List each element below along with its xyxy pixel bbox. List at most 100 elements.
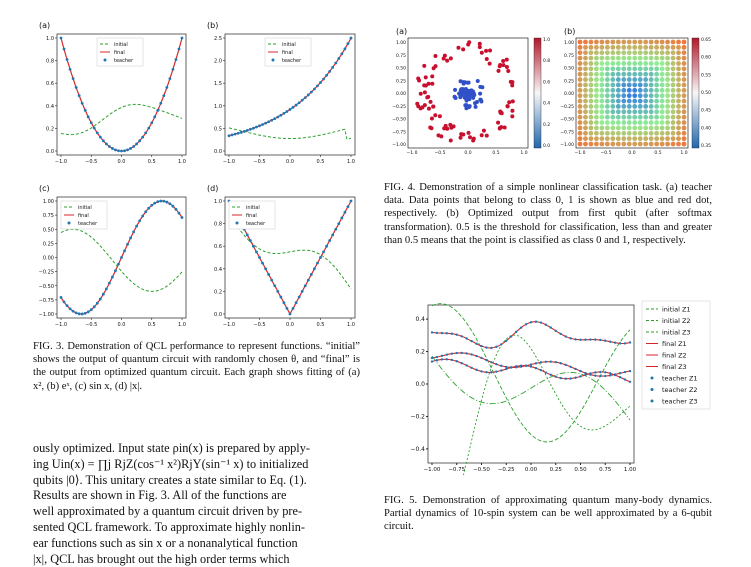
class1-point [510,99,515,104]
teacher-point [313,87,316,91]
teacher-point [470,353,473,356]
output-point [621,77,627,82]
teacher-point [534,366,538,370]
y-tick-label: 0.0 [415,381,425,388]
teacher-point [480,370,483,373]
teacher-point [153,201,157,205]
output-point [604,66,610,72]
output-point [637,130,643,136]
class0-point [464,103,469,108]
output-point [610,55,616,61]
class1-point [471,136,476,141]
output-point [648,82,654,88]
output-point [681,136,687,142]
teacher-point [609,374,612,377]
output-point [594,87,599,93]
y-tick-label: 0.25 [43,241,54,247]
output-point [659,125,665,131]
output-point [583,61,588,66]
teacher-point [623,370,627,374]
class1-point [441,56,446,61]
teacher-point [297,295,301,299]
initial-curve [431,355,631,421]
teacher-point [309,90,313,94]
output-point [599,39,605,45]
teacher-point [346,205,350,209]
output-point [665,39,670,45]
output-point [637,141,643,147]
teacher-point [252,126,255,130]
teacher-point [328,70,332,73]
output-point [626,125,632,131]
output-point [665,71,670,77]
output-point [648,71,654,77]
output-point [594,98,599,104]
teacher-point [628,369,632,373]
output-point [604,130,610,136]
teacher-point [349,199,353,203]
class1-point [510,83,515,88]
teacher-point [500,364,503,368]
class0-point [466,95,471,100]
output-point [621,120,627,125]
teacher-point [574,367,577,371]
teacher-point [495,345,498,349]
teacher-point [337,57,341,60]
output-point [599,66,605,72]
output-point [626,130,632,136]
output-point [681,87,687,93]
output-point [588,71,594,77]
output-point [654,109,660,115]
teacher-point [165,200,169,204]
teacher-point [168,202,172,206]
output-point [654,61,660,66]
teacher-point [445,332,449,335]
x-tick-label: 0.5 [148,322,156,328]
teacher-point [559,332,562,336]
output-point [615,50,621,56]
output-point [604,55,610,61]
output-point [594,130,599,136]
output-point [577,87,583,93]
output-point [654,66,660,72]
teacher-point [316,84,319,88]
colorbar-label: 0.65 [701,37,711,43]
output-point [615,71,621,77]
class0-point [459,87,464,92]
output-point [670,71,676,77]
teacher-point [77,94,81,98]
teacher-point [120,256,123,259]
output-point [637,44,643,50]
colorbar-label: 0.2 [543,122,550,128]
class1-point [477,41,482,46]
class1-point [502,125,507,130]
teacher-point [117,149,120,153]
colorbar-label: 0.40 [701,125,711,131]
output-point [676,66,681,72]
teacher-point [599,374,602,378]
output-point [583,141,588,147]
output-point [615,66,621,72]
output-point [610,61,616,66]
colorbar [533,37,542,149]
teacher-point [273,284,277,288]
output-point [621,93,627,99]
output-point [670,77,676,82]
teacher-point [455,360,458,363]
output-point [670,87,676,93]
output-point [632,50,638,56]
output-point [648,77,654,82]
teacher-point [132,230,136,234]
y-tick-label: 0.8 [214,222,222,228]
teacher-point [150,121,154,125]
output-point [615,114,621,120]
output-point [621,141,627,147]
output-point [610,98,616,104]
output-point [681,50,687,56]
class1-point [448,138,453,143]
teacher-point [505,367,508,371]
output-point [583,39,588,45]
class1-point [504,65,509,70]
class1-point [497,64,502,69]
output-point [604,141,610,147]
